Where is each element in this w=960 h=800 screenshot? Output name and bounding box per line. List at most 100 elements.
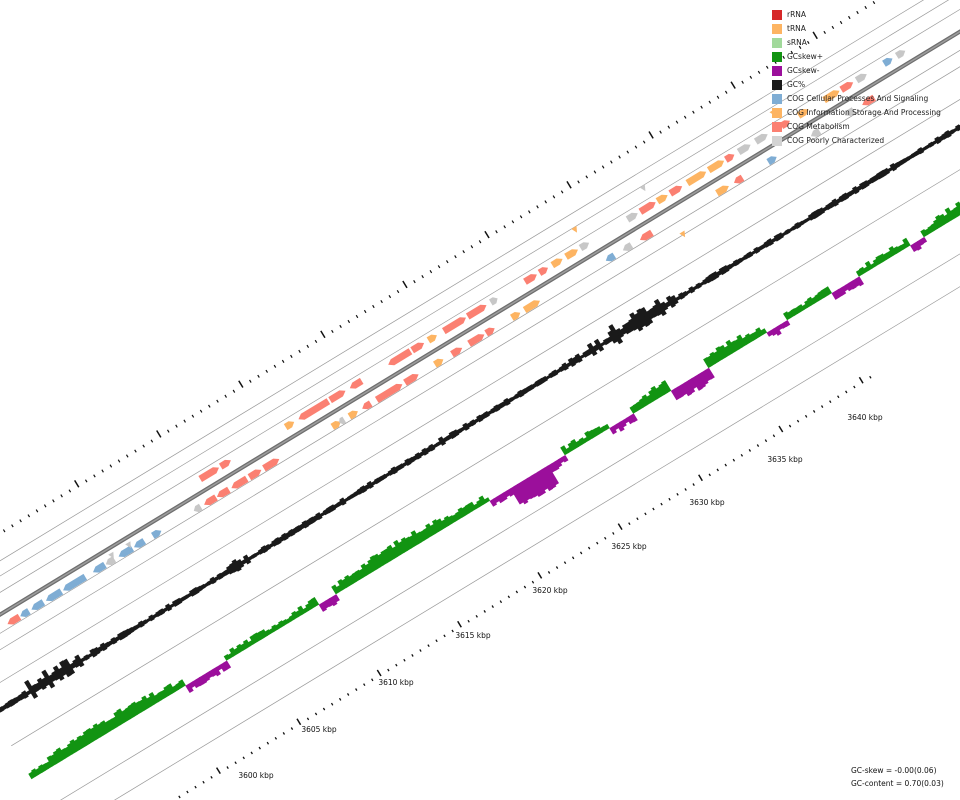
scale-tick [242, 756, 245, 760]
gc-bar [58, 667, 67, 677]
gene-arrow [262, 458, 280, 472]
gc-bar [607, 330, 618, 344]
gc-skew-negative-bar [834, 288, 843, 298]
gene-arrow [426, 334, 437, 344]
gc-bar [615, 328, 624, 339]
gc-skew-positive-bar [927, 225, 935, 234]
gc-skew-positive-bar [742, 336, 750, 346]
outer-tick [125, 454, 129, 458]
outer-tick [470, 245, 474, 249]
scale-tick [258, 746, 261, 750]
gene-arrow [450, 347, 463, 358]
gc-skew-positive-bar [50, 753, 60, 765]
gc-bar [619, 327, 627, 336]
gene-arrow [63, 573, 88, 591]
outer-tick [618, 155, 621, 159]
track-guide-line [0, 49, 960, 634]
outer-tick [445, 260, 449, 264]
gc-skew-positive-bar [591, 428, 600, 437]
gc-bar [325, 506, 333, 514]
gc-skew-negative-bar [195, 677, 204, 687]
gc-skew-positive-bar [307, 599, 316, 609]
gc-skew-positive-bar [817, 290, 826, 300]
gene-features [7, 50, 906, 625]
outer-tick [216, 399, 219, 403]
outer-tick [462, 250, 465, 254]
gc-skew-positive-bar [744, 333, 754, 344]
scale-tick [858, 376, 864, 384]
gc-bar [4, 701, 12, 709]
gc-skew-negative-bar [489, 498, 498, 507]
gene-arrow [862, 94, 876, 106]
gc-skew-positive-bar [92, 723, 104, 738]
gc-skew-positive-bar [632, 403, 641, 412]
gc-skew-positive-bar [636, 400, 644, 410]
scale-tick [660, 502, 663, 506]
gc-bar [889, 163, 898, 172]
outer-tick [101, 469, 104, 473]
gc-skew-positive-bar [135, 701, 145, 713]
gc-skew-positive-bar [365, 563, 374, 574]
scale-tick [467, 619, 470, 623]
gc-bar [954, 124, 960, 132]
gc-skew-positive-bar [41, 763, 50, 771]
gene-arrow [330, 421, 341, 430]
legend-item: COG Metabolism [772, 120, 941, 134]
outer-tick [659, 130, 662, 134]
scale-label: 3625 kbp [611, 542, 647, 551]
gc-bar [629, 312, 644, 332]
gc-skew-negative-bar [698, 371, 709, 386]
gc-skew-positive-bar [108, 718, 118, 730]
outer-tick [708, 100, 712, 104]
gc-bar [625, 321, 635, 333]
gc-skew-negative-bar [691, 376, 703, 391]
gene-arrow [347, 410, 358, 420]
legend-label: rRNA [787, 10, 807, 19]
gene-arrow [484, 327, 495, 337]
gc-bar [636, 308, 650, 328]
scale-tick [419, 649, 422, 652]
outer-tick [544, 200, 548, 204]
gc-skew-negative-bar [547, 463, 556, 473]
gc-skew-positive-bar [655, 386, 665, 398]
gc-skew-positive-bar [464, 503, 473, 514]
gc-skew-positive-bar [172, 684, 179, 692]
legend-swatch [772, 38, 782, 48]
track-guide-line [11, 169, 960, 747]
scale-tick [376, 669, 382, 677]
gc-skew-positive-bar [28, 771, 36, 780]
outer-tick [560, 190, 564, 194]
gc-skew-positive-bar [888, 246, 897, 256]
gc-skew-positive-bar [367, 559, 378, 572]
scale-tick [274, 736, 278, 740]
gc-skew-positive-bar [824, 286, 832, 296]
outer-tick [2, 529, 6, 533]
gc-skew-positive-bar [730, 340, 740, 352]
gc-bar [608, 324, 624, 345]
outer-tick [19, 519, 22, 523]
outer-tick [306, 344, 310, 348]
gc-skew-positive-bar [734, 338, 744, 350]
gc-bar [428, 443, 436, 452]
gc-skew-positive-bar [452, 513, 460, 522]
gc-skew-positive-bar [484, 497, 491, 503]
gene-arrow [31, 599, 46, 610]
gene-arrow [894, 50, 906, 59]
gene-arrow [679, 230, 686, 238]
gc-bar [917, 147, 925, 155]
gc-bar [59, 660, 72, 678]
scale-tick [338, 697, 342, 701]
gc-bar [732, 259, 740, 267]
outer-tick [421, 275, 424, 279]
gc-skew-negative-bar [503, 490, 511, 498]
legend-swatch [772, 52, 782, 62]
gc-skew-positive-bar [392, 546, 402, 557]
gc-skew-positive-bar [178, 679, 186, 688]
gc-bar [21, 690, 29, 699]
gc-skew-positive-bar [419, 529, 429, 541]
gc-bar [52, 665, 65, 681]
gc-bar [0, 706, 5, 713]
outer-tick [109, 464, 113, 468]
gene-arrow [715, 185, 729, 197]
gc-skew-positive-bar [468, 501, 477, 512]
